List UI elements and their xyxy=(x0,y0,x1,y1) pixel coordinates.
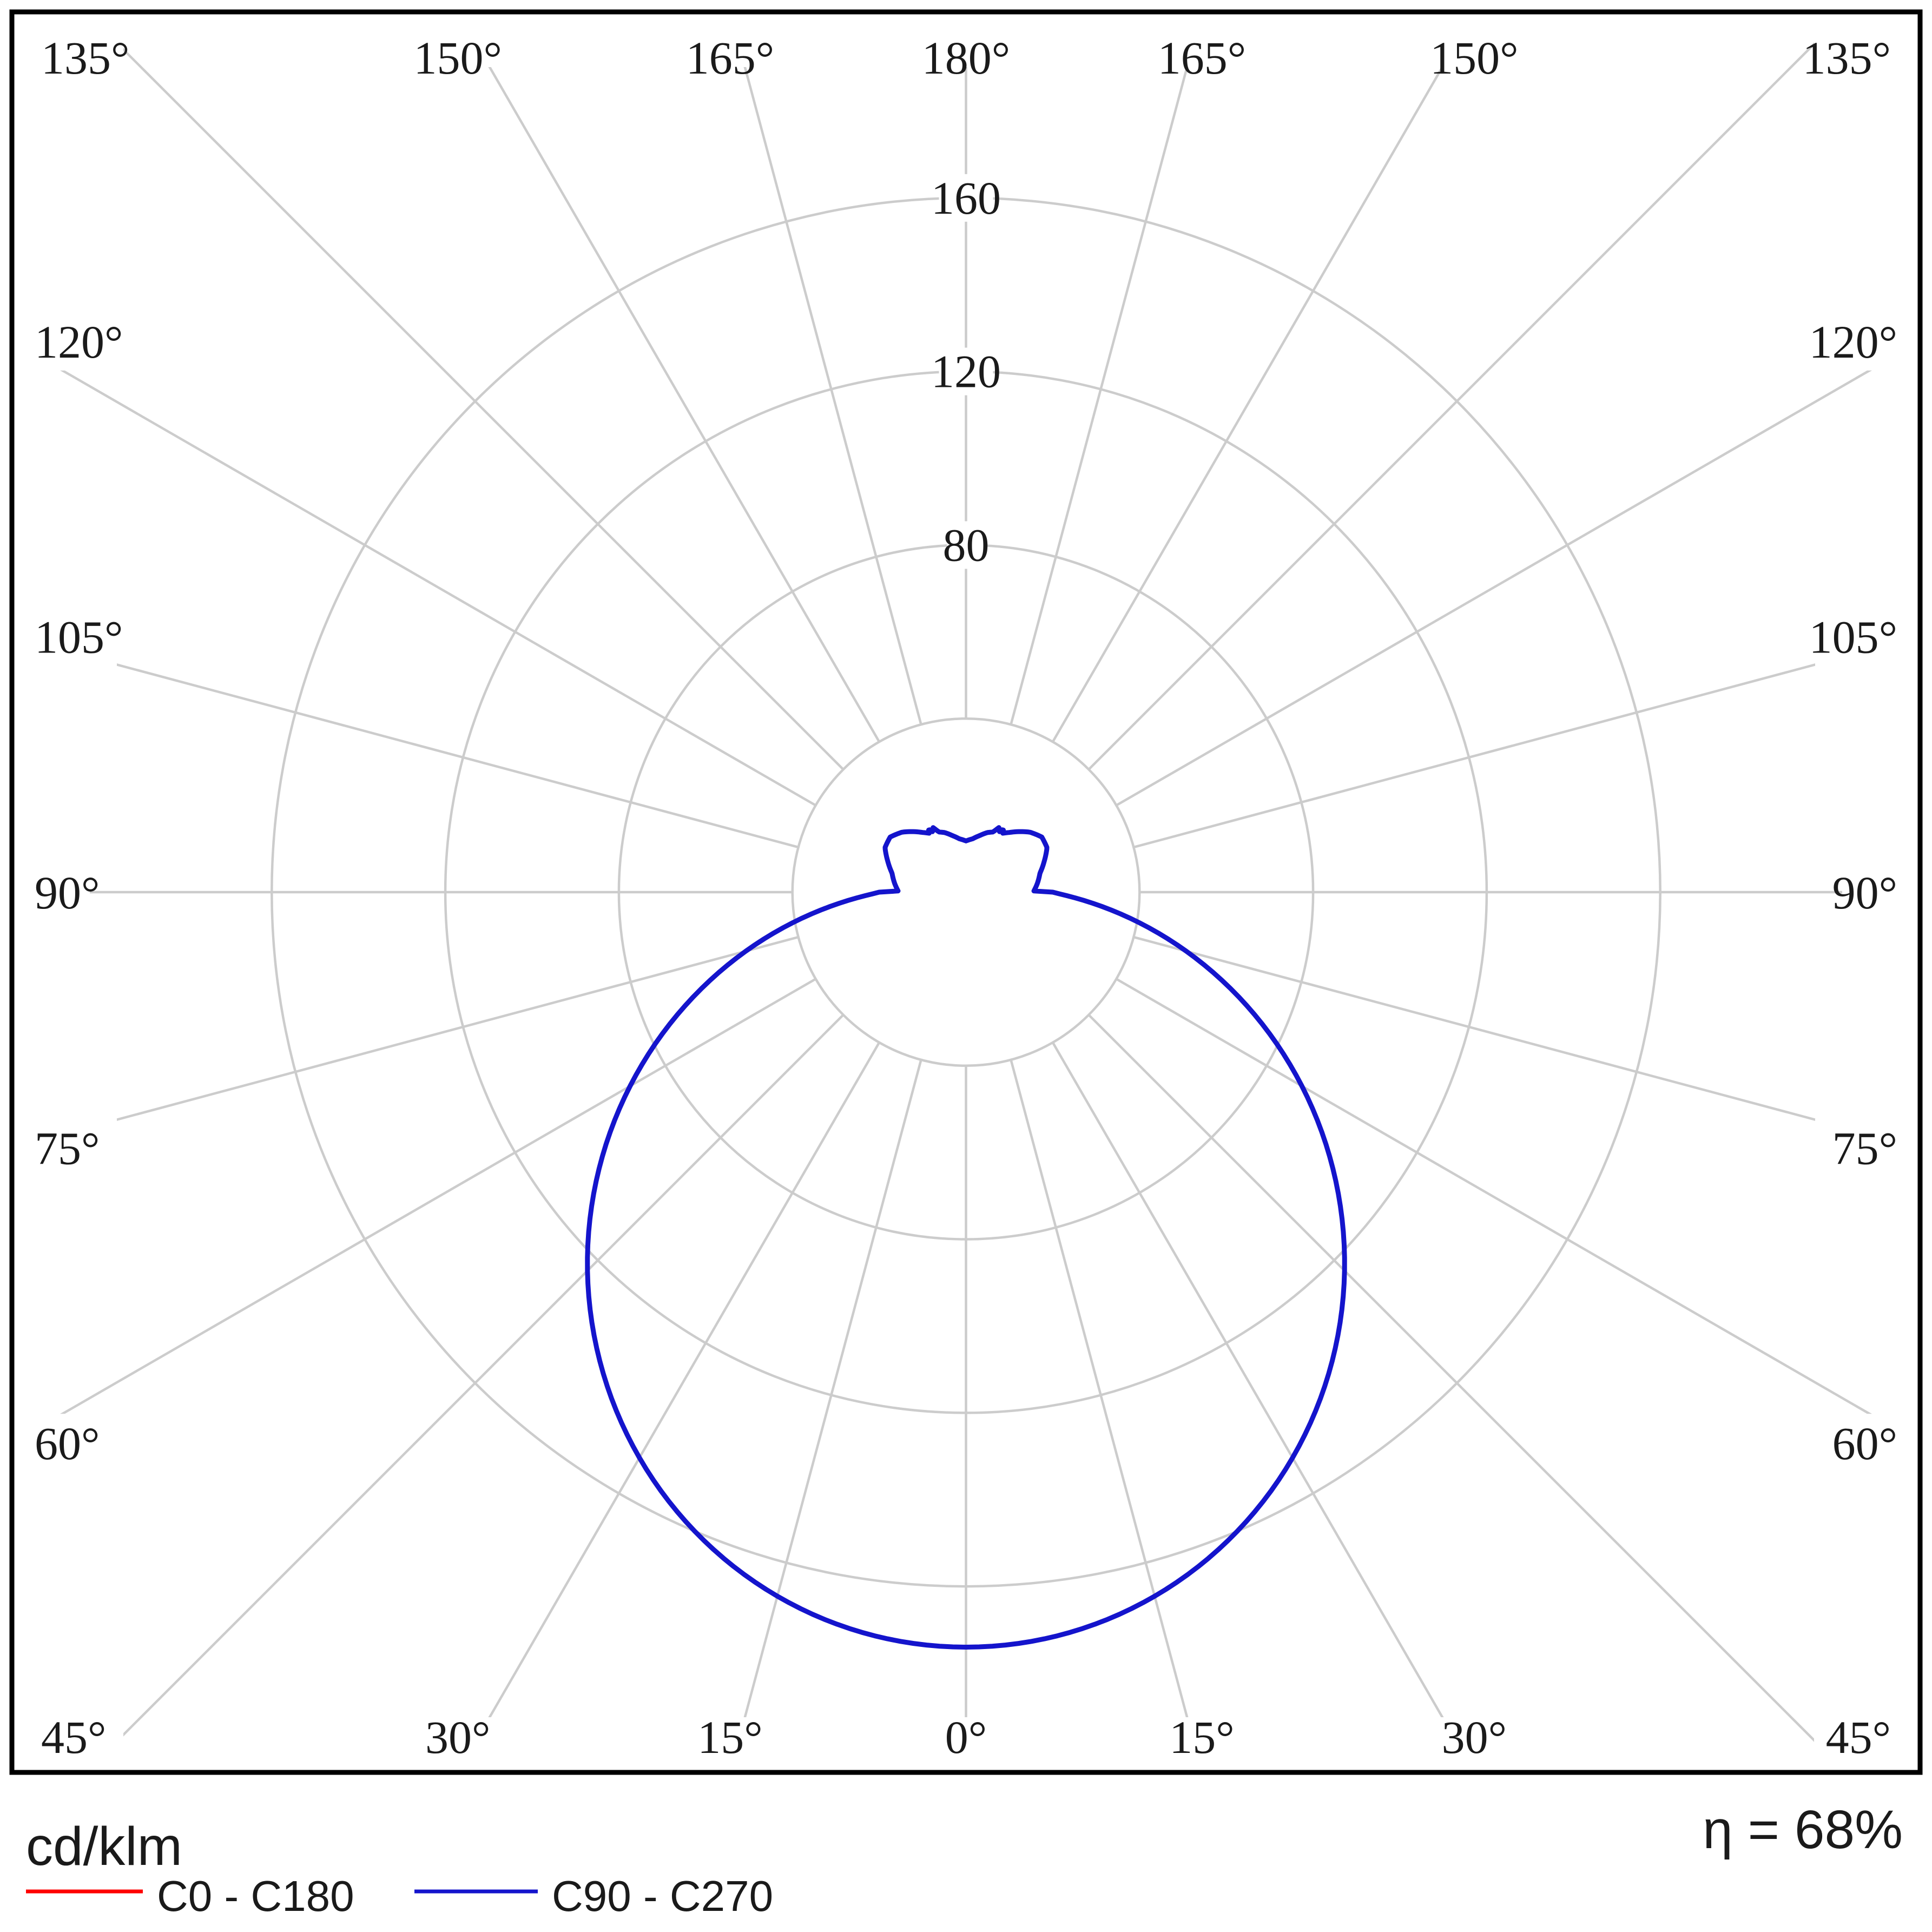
svg-text:160: 160 xyxy=(931,172,1001,224)
svg-text:165°: 165° xyxy=(686,32,774,84)
svg-text:15°: 15° xyxy=(1169,1711,1234,1763)
svg-text:75°: 75° xyxy=(1832,1123,1897,1175)
svg-text:150°: 150° xyxy=(413,32,502,84)
svg-text:45°: 45° xyxy=(1826,1711,1891,1763)
svg-text:η = 68%: η = 68% xyxy=(1703,1799,1903,1860)
svg-text:180°: 180° xyxy=(922,32,1010,84)
svg-text:C0 - C180: C0 - C180 xyxy=(157,1872,354,1920)
svg-text:135°: 135° xyxy=(41,32,129,84)
svg-text:90°: 90° xyxy=(35,867,100,919)
svg-text:0°: 0° xyxy=(945,1711,987,1763)
svg-text:C90 - C270: C90 - C270 xyxy=(552,1872,773,1920)
svg-text:45°: 45° xyxy=(41,1711,106,1763)
svg-text:105°: 105° xyxy=(35,611,123,663)
svg-text:105°: 105° xyxy=(1809,611,1897,663)
svg-text:30°: 30° xyxy=(425,1711,490,1763)
svg-text:120: 120 xyxy=(931,346,1001,398)
svg-text:60°: 60° xyxy=(35,1417,100,1469)
svg-text:60°: 60° xyxy=(1832,1417,1897,1469)
svg-text:120°: 120° xyxy=(1809,316,1897,368)
svg-text:75°: 75° xyxy=(35,1123,100,1175)
svg-text:165°: 165° xyxy=(1158,32,1246,84)
svg-text:120°: 120° xyxy=(35,316,123,368)
svg-text:150°: 150° xyxy=(1430,32,1518,84)
svg-text:cd/klm: cd/klm xyxy=(26,1816,182,1877)
svg-text:80: 80 xyxy=(943,519,990,571)
svg-text:135°: 135° xyxy=(1803,32,1891,84)
svg-text:15°: 15° xyxy=(697,1711,762,1763)
svg-text:90°: 90° xyxy=(1832,867,1897,919)
svg-text:30°: 30° xyxy=(1442,1711,1507,1763)
